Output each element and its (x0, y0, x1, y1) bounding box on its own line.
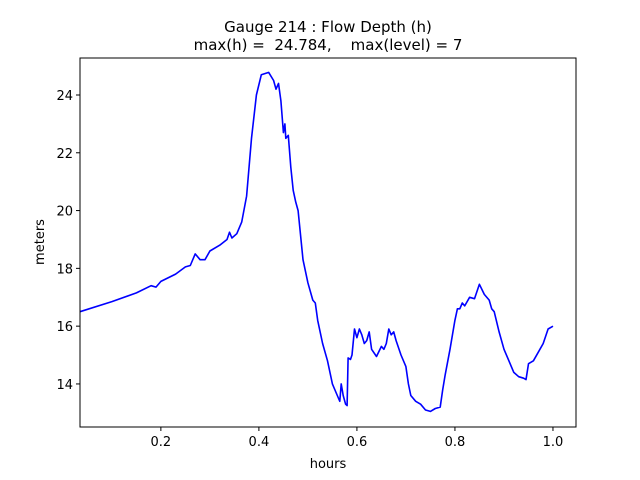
y-tick-label: 16 (56, 320, 73, 335)
y-axis-label: meters (33, 219, 48, 265)
x-tick-label: 0.6 (347, 435, 368, 450)
x-tick-label: 0.2 (151, 435, 172, 450)
y-tick-label: 22 (56, 147, 73, 162)
line (79, 71, 554, 413)
y-tick-label: 14 (56, 378, 73, 393)
x-tick-label: 0.8 (445, 435, 466, 450)
chart-subtitle: max(h) = 24.784, max(level) = 7 (194, 36, 463, 54)
x-tick-label: 1.0 (543, 435, 564, 450)
x-tick-label: 0.4 (249, 435, 270, 450)
y-tick-label: 20 (56, 205, 73, 220)
y-tick-label: 18 (56, 262, 73, 277)
y-tick-label: 24 (56, 89, 73, 104)
x-axis-label: hours (310, 457, 347, 472)
plot-frame (79, 57, 577, 428)
chart-title: Gauge 214 : Flow Depth (h) (224, 18, 432, 36)
